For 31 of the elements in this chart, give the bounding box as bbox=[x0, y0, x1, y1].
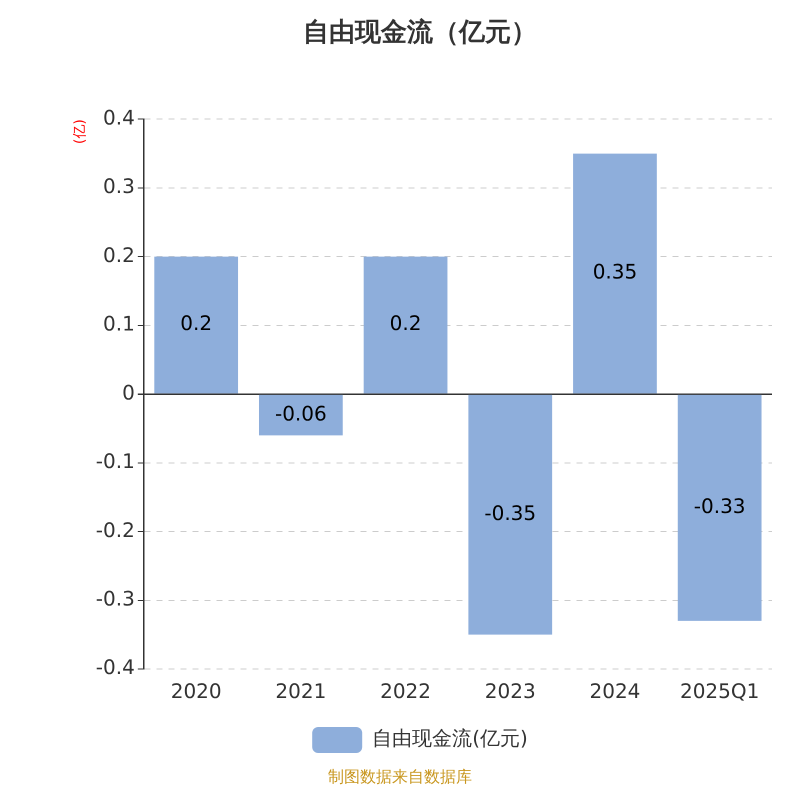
x-tick-label: 2025Q1 bbox=[680, 679, 760, 704]
y-tick-label: 0.2 bbox=[103, 242, 135, 267]
y-tick-label: 0.4 bbox=[103, 105, 135, 130]
bar bbox=[258, 394, 343, 436]
y-tick-label: 0 bbox=[122, 380, 135, 404]
bar bbox=[573, 154, 657, 394]
bar bbox=[468, 394, 552, 635]
x-tick-label: 2024 bbox=[590, 679, 640, 704]
data-label: 0.2 bbox=[180, 311, 212, 336]
data-label: -0.33 bbox=[694, 494, 746, 518]
y-tick-label: -0.4 bbox=[96, 655, 135, 680]
data-label: 0.2 bbox=[390, 311, 422, 336]
legend-label: 自由现金流(亿元) bbox=[372, 726, 528, 750]
y-tick-label: 0.3 bbox=[103, 174, 135, 198]
chart-title: 自由现金流（亿元） bbox=[303, 17, 537, 48]
y-axis-title: (亿) bbox=[72, 119, 88, 144]
x-tick-label: 2022 bbox=[380, 679, 432, 704]
y-tick-label: -0.1 bbox=[96, 449, 135, 474]
text: 制图数据来自数据库 bbox=[327, 767, 473, 788]
data-label: 0.35 bbox=[592, 260, 638, 284]
y-tick-label: 0.1 bbox=[103, 312, 135, 336]
data-label: -0.35 bbox=[484, 500, 536, 525]
bar bbox=[678, 394, 762, 621]
x-tick-label: 2023 bbox=[484, 679, 536, 704]
data-label: -0.06 bbox=[274, 401, 327, 426]
y-tick-label: -0.3 bbox=[96, 586, 135, 610]
x-tick-label: 2021 bbox=[275, 679, 326, 704]
bar bbox=[154, 256, 238, 394]
y-tick-label: -0.2 bbox=[96, 518, 135, 542]
x-tick-label: 2020 bbox=[170, 679, 222, 704]
bar bbox=[364, 256, 448, 394]
